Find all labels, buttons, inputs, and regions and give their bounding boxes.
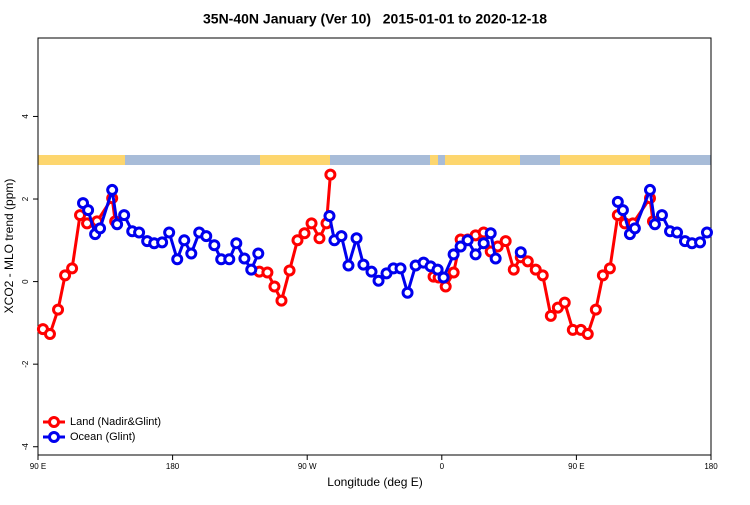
data-point bbox=[252, 247, 265, 260]
data-point bbox=[82, 204, 95, 217]
y-tick-label: -4 bbox=[21, 443, 30, 451]
data-point bbox=[298, 227, 311, 240]
y-tick-label: 4 bbox=[21, 114, 30, 119]
data-point bbox=[558, 296, 571, 309]
data-point bbox=[261, 266, 274, 279]
data-point bbox=[66, 262, 79, 275]
data-point bbox=[700, 226, 713, 239]
data-point bbox=[589, 303, 602, 316]
data-point bbox=[52, 303, 65, 316]
data-point bbox=[133, 226, 146, 239]
data-point bbox=[611, 195, 624, 208]
data-point bbox=[372, 274, 385, 287]
map-strip bbox=[38, 155, 711, 165]
y-tick-label: -2 bbox=[21, 360, 30, 368]
data-point bbox=[323, 209, 336, 222]
data-point bbox=[305, 217, 318, 230]
data-point bbox=[628, 222, 641, 235]
data-point bbox=[437, 271, 450, 284]
data-point bbox=[454, 240, 467, 253]
data-point bbox=[335, 230, 348, 243]
data-point bbox=[655, 209, 668, 222]
plot-frame bbox=[37, 37, 712, 456]
data-point bbox=[447, 248, 460, 261]
data-point bbox=[477, 237, 490, 250]
data-point bbox=[365, 265, 378, 278]
data-point bbox=[401, 286, 414, 299]
data-point bbox=[544, 309, 557, 322]
data-point bbox=[163, 226, 176, 239]
y-tick-label: 2 bbox=[21, 196, 30, 201]
data-point bbox=[507, 263, 520, 276]
data-point bbox=[514, 246, 527, 259]
data-point bbox=[185, 247, 198, 260]
data-point bbox=[447, 266, 460, 279]
data-point bbox=[291, 234, 304, 247]
legend-marker bbox=[48, 431, 60, 443]
data-point bbox=[671, 226, 684, 239]
data-point bbox=[94, 222, 107, 235]
data-point bbox=[521, 255, 534, 268]
data-point bbox=[648, 218, 661, 231]
data-point bbox=[171, 253, 184, 266]
chart-title: 35N-40N January (Ver 10) 2015-01-01 to 2… bbox=[203, 11, 547, 27]
data-point bbox=[461, 234, 474, 247]
x-tick-label: 90 E bbox=[30, 462, 46, 471]
x-tick-label: 90 W bbox=[298, 462, 317, 471]
data-point bbox=[536, 269, 549, 282]
data-point bbox=[275, 294, 288, 307]
data-point bbox=[200, 230, 213, 243]
data-point bbox=[603, 262, 616, 275]
data-point bbox=[499, 235, 512, 248]
data-point bbox=[394, 262, 407, 275]
data-point bbox=[59, 269, 72, 282]
data-point bbox=[283, 264, 296, 277]
data-point bbox=[156, 236, 169, 249]
data-point bbox=[431, 263, 444, 276]
data-point bbox=[111, 218, 124, 231]
data-point bbox=[238, 252, 251, 265]
data-point bbox=[596, 269, 609, 282]
legend-marker bbox=[48, 416, 60, 428]
legend-label: Land (Nadir&Glint) bbox=[70, 416, 161, 428]
data-point bbox=[230, 237, 243, 250]
x-axis-label: Longitude (deg E) bbox=[327, 475, 422, 489]
data-point bbox=[489, 252, 502, 265]
data-point bbox=[581, 328, 594, 341]
data-point bbox=[118, 209, 131, 222]
data-point bbox=[439, 280, 452, 293]
y-axis-label: XCO2 - MLO trend (ppm) bbox=[2, 179, 16, 314]
data-point bbox=[313, 232, 326, 245]
x-tick-label: 180 bbox=[704, 462, 718, 471]
y-tick-label: 0 bbox=[21, 279, 30, 284]
data-point bbox=[350, 232, 363, 245]
data-point bbox=[342, 259, 355, 272]
data-point bbox=[74, 209, 87, 222]
data-point bbox=[268, 280, 281, 293]
data-point bbox=[178, 234, 191, 247]
data-point bbox=[616, 204, 629, 217]
data-point bbox=[245, 263, 258, 276]
data-point bbox=[484, 227, 497, 240]
data-point bbox=[43, 328, 56, 341]
data-point bbox=[469, 248, 482, 261]
data-point bbox=[694, 236, 707, 249]
data-point bbox=[643, 183, 656, 196]
legend-label: Ocean (Glint) bbox=[70, 431, 135, 443]
data-point bbox=[357, 258, 370, 271]
data-point bbox=[106, 183, 119, 196]
data-point bbox=[223, 253, 236, 266]
x-tick-label: 180 bbox=[166, 462, 180, 471]
x-tick-label: 0 bbox=[440, 462, 445, 471]
data-point bbox=[324, 168, 337, 181]
x-tick-label: 90 E bbox=[568, 462, 584, 471]
data-point bbox=[208, 239, 221, 252]
